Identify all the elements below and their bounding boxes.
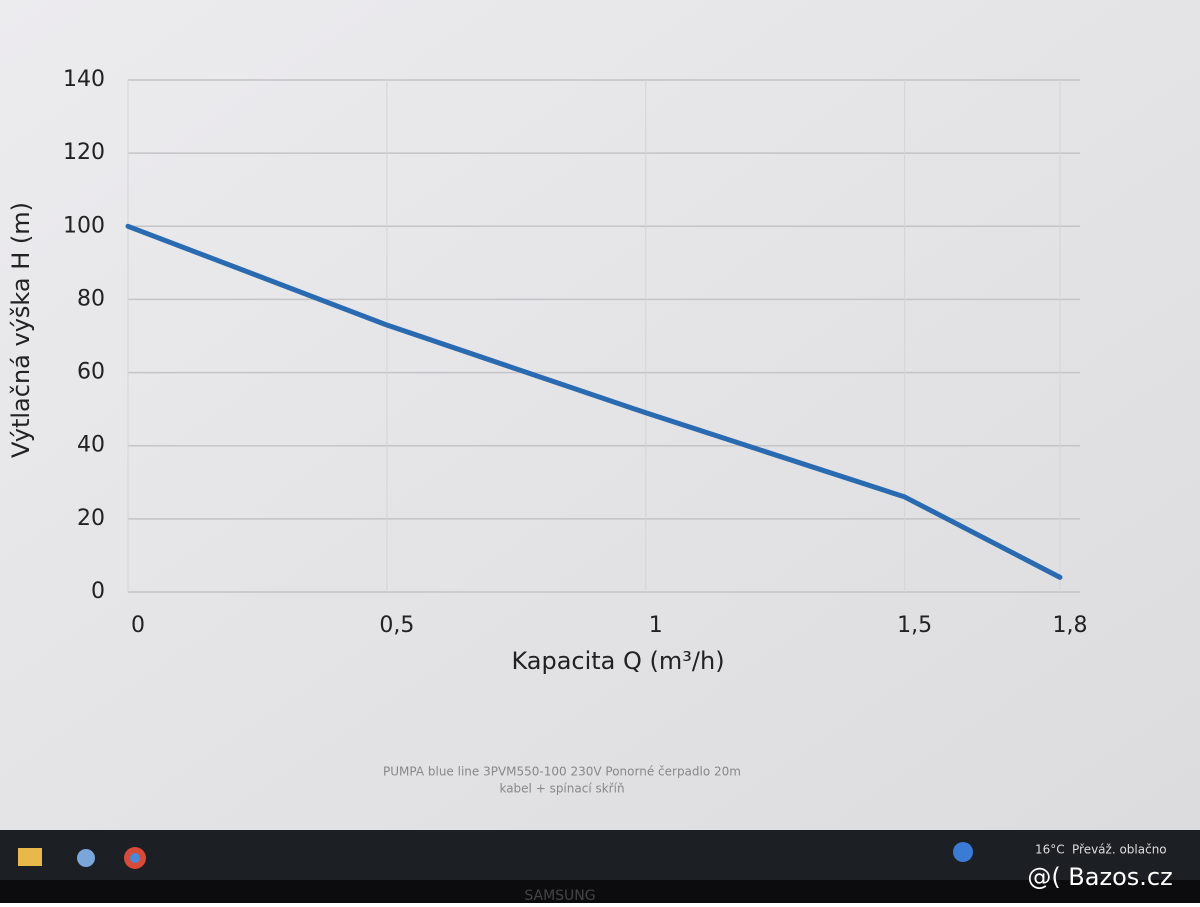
data-line xyxy=(125,223,1063,580)
bezel xyxy=(0,880,1200,903)
y-tick-label: 120 xyxy=(63,140,105,165)
taskbar xyxy=(0,830,1200,880)
x-tick-label: 0 xyxy=(131,613,145,638)
x-tick-label: 1,5 xyxy=(897,613,932,638)
x-axis-label: Kapacita Q (m³/h) xyxy=(511,647,724,675)
y-tick-label: 40 xyxy=(77,433,105,458)
x-tick-label: 0,5 xyxy=(379,613,414,638)
y-tick-label: 100 xyxy=(63,213,105,238)
x-tick-label: 1 xyxy=(649,613,663,638)
y-tick-label: 140 xyxy=(63,67,105,92)
temperature: 16°C xyxy=(1035,843,1065,857)
tray-icon[interactable] xyxy=(953,842,973,862)
caption-line: PUMPA blue line 3PVM550-100 230V Ponorné… xyxy=(383,765,741,779)
weather: Převáž. oblačno xyxy=(1072,843,1167,857)
folder-icon[interactable] xyxy=(18,848,42,866)
y-tick-label: 60 xyxy=(77,360,105,385)
y-tick-label: 20 xyxy=(77,506,105,531)
y-tick-label: 80 xyxy=(77,286,105,311)
watermark: @( Bazos.cz xyxy=(1027,863,1172,891)
y-axis-label: Výtlačná výška H (m) xyxy=(7,202,35,458)
app-icon[interactable] xyxy=(77,849,95,867)
y-tick-label: 0 xyxy=(91,579,105,604)
caption-line: kabel + spínací skříň xyxy=(499,782,624,796)
x-tick-label: 1,8 xyxy=(1053,613,1088,638)
screen-background xyxy=(0,0,1200,830)
brand: SAMSUNG xyxy=(524,888,595,903)
